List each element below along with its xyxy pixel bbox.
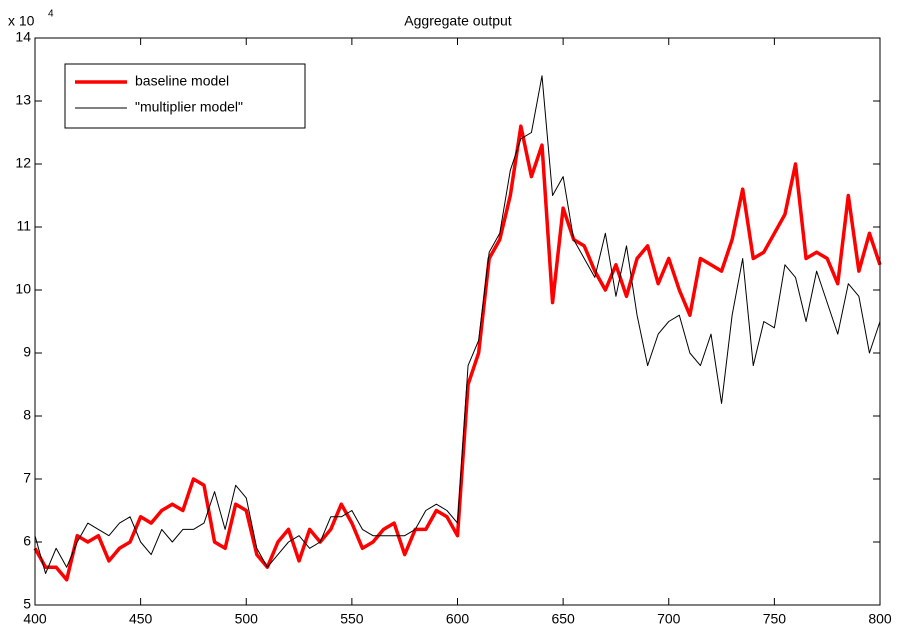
x-tick-label: 400	[23, 611, 47, 627]
plot-frame	[34, 37, 881, 606]
y-tick-label: 11	[16, 218, 31, 234]
y-tick-label: 5	[23, 596, 31, 612]
legend-label: "multiplier model"	[135, 99, 243, 115]
y-tick-label: 14	[15, 29, 31, 45]
x-tick-label: 500	[235, 611, 259, 627]
x-tick-label: 650	[551, 611, 575, 627]
legend-box	[64, 63, 306, 129]
y-tick-label: 6	[23, 533, 31, 549]
x-tick-label: 450	[129, 611, 153, 627]
y-multiplier-exponent: 4	[48, 9, 54, 20]
line-series	[34, 75, 881, 574]
legend-label: baseline model	[135, 73, 229, 89]
x-tick-label: 800	[868, 611, 892, 627]
y-tick-label: 10	[15, 281, 31, 297]
x-tick-label: 550	[340, 611, 364, 627]
x-tick-label: 750	[763, 611, 787, 627]
line-series	[33, 124, 882, 582]
chart-title: Aggregate output	[404, 13, 512, 29]
y-tick-label: 8	[23, 407, 31, 423]
y-tick-label: 13	[15, 92, 31, 108]
y-tick-label: 12	[15, 155, 31, 171]
y-multiplier: x 10	[8, 13, 35, 29]
x-tick-label: 600	[446, 611, 470, 627]
x-tick-label: 700	[657, 611, 681, 627]
y-tick-label: 9	[23, 344, 31, 360]
y-tick-label: 7	[23, 470, 31, 486]
